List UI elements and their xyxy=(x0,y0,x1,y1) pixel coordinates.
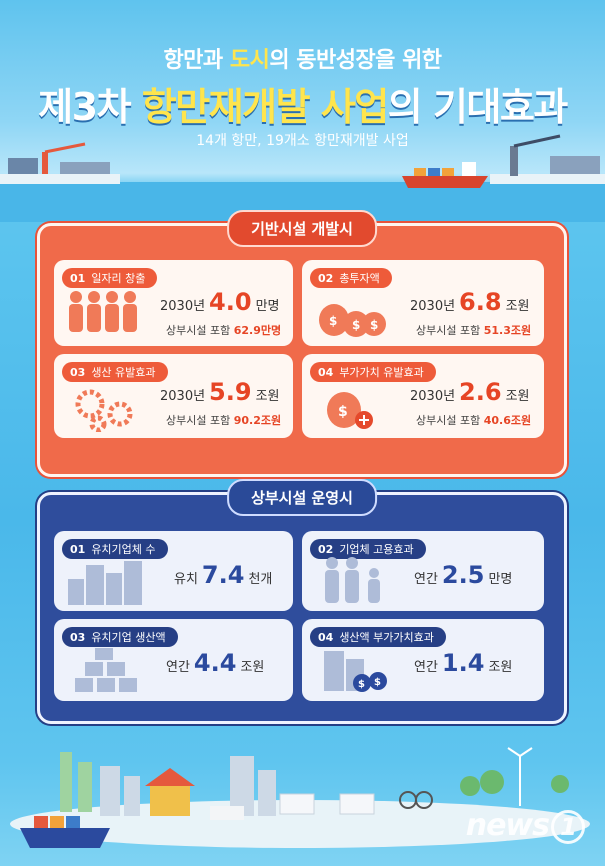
people-group-icon xyxy=(325,557,380,603)
left-crane-icon xyxy=(8,142,110,174)
left-dock xyxy=(0,174,120,184)
card-tag: 03 유치기업 생산액 xyxy=(62,627,178,647)
news1-watermark: news 1 xyxy=(466,808,585,844)
right-dock xyxy=(490,174,605,184)
city-scenery-icon xyxy=(10,747,590,848)
sub-value: 상부시설 포함 62.9만명 xyxy=(166,324,282,337)
card-tag: 04 부가가치 유발효과 xyxy=(310,362,436,382)
buildings-icon xyxy=(68,561,142,605)
card-tag: 02 총투자액 xyxy=(310,268,392,288)
boxes-icon xyxy=(73,647,139,694)
svg-text:$: $ xyxy=(338,404,348,420)
header-line1: 항만과 도시의 동반성장을 위한 xyxy=(163,48,442,73)
sub-value: 상부시설 포함 40.6조원 xyxy=(416,414,532,427)
gears-icon xyxy=(75,389,133,432)
subtitle: 14개 항만, 19개소 항만재개발 사업 xyxy=(196,133,409,149)
card-companies: 01 유치기업체 수 유치 7.4 천개 xyxy=(54,531,293,611)
card-tag: 02 기업체 고용효과 xyxy=(310,539,426,559)
cargo-ship-icon xyxy=(402,162,488,188)
people-icon xyxy=(69,291,137,332)
right-crane-icon xyxy=(510,134,600,176)
page-title: 제3차 항만재개발 사업의 기대효과 xyxy=(38,85,568,129)
section-infrastructure-title: 기반시설 개발시 xyxy=(227,210,377,247)
svg-text:$: $ xyxy=(358,679,365,690)
svg-text:$: $ xyxy=(374,677,381,688)
money-bag-plus-icon: $ xyxy=(327,392,373,429)
section-infrastructure: 기반시설 개발시 01 일자리 창출 2030년 4.0 만명 상부시설 포함 62.… xyxy=(37,210,567,477)
value-line: 연간 2.5 만명 xyxy=(414,561,513,589)
card-investment: 02 총투자액 $ $ $ 2030년 6.8 조원 상부시설 포함 51.3조원 xyxy=(302,260,544,346)
value-line: 연간 4.4 조원 xyxy=(166,649,265,677)
buildings-coins-icon: $ $ xyxy=(324,651,387,692)
value-line: 2030년 2.6 조원 xyxy=(410,378,530,406)
card-production: 03 생산 유발효과 2030년 5.9 조원 상부시설 포함 90.2조원 xyxy=(54,354,293,438)
section-operations-title: 상부시설 운영시 xyxy=(227,479,377,516)
sub-value: 상부시설 포함 90.2조원 xyxy=(166,414,282,427)
money-bags-icon: $ $ $ xyxy=(319,304,386,337)
card-production-value: 03 유치기업 생산액 연간 4.4 조원 xyxy=(54,619,293,701)
card-tag: 03 생산 유발효과 xyxy=(62,362,168,382)
section-operations: 상부시설 운영시 01 유치기업체 수 유치 7.4 천개 02 기업체 고용효과 xyxy=(37,479,567,724)
value-line: 2030년 6.8 조원 xyxy=(410,288,530,316)
svg-text:$: $ xyxy=(352,318,360,332)
card-tag: 01 일자리 창출 xyxy=(62,268,158,288)
card-tag: 04 생산액 부가가치효과 xyxy=(310,627,446,647)
card-value-added-ops: 04 생산액 부가가치효과 $ $ 연간 1.4 조원 xyxy=(302,619,544,701)
value-line: 유치 7.4 천개 xyxy=(174,561,273,589)
value-line: 2030년 4.0 만명 xyxy=(160,288,280,316)
sub-value: 상부시설 포함 51.3조원 xyxy=(416,324,532,337)
card-jobs: 01 일자리 창출 2030년 4.0 만명 상부시설 포함 62.9만명 xyxy=(54,260,293,346)
svg-text:$: $ xyxy=(329,314,337,328)
card-employment: 02 기업체 고용효과 연간 2.5 만명 xyxy=(302,531,544,611)
value-line: 2030년 5.9 조원 xyxy=(160,378,280,406)
card-tag: 01 유치기업체 수 xyxy=(62,539,168,559)
svg-text:$: $ xyxy=(370,318,378,332)
value-line: 연간 1.4 조원 xyxy=(414,649,513,677)
card-value-added: 04 부가가치 유발효과 $ 2030년 2.6 조원 상부시설 포함 40.6조원 xyxy=(302,354,544,438)
